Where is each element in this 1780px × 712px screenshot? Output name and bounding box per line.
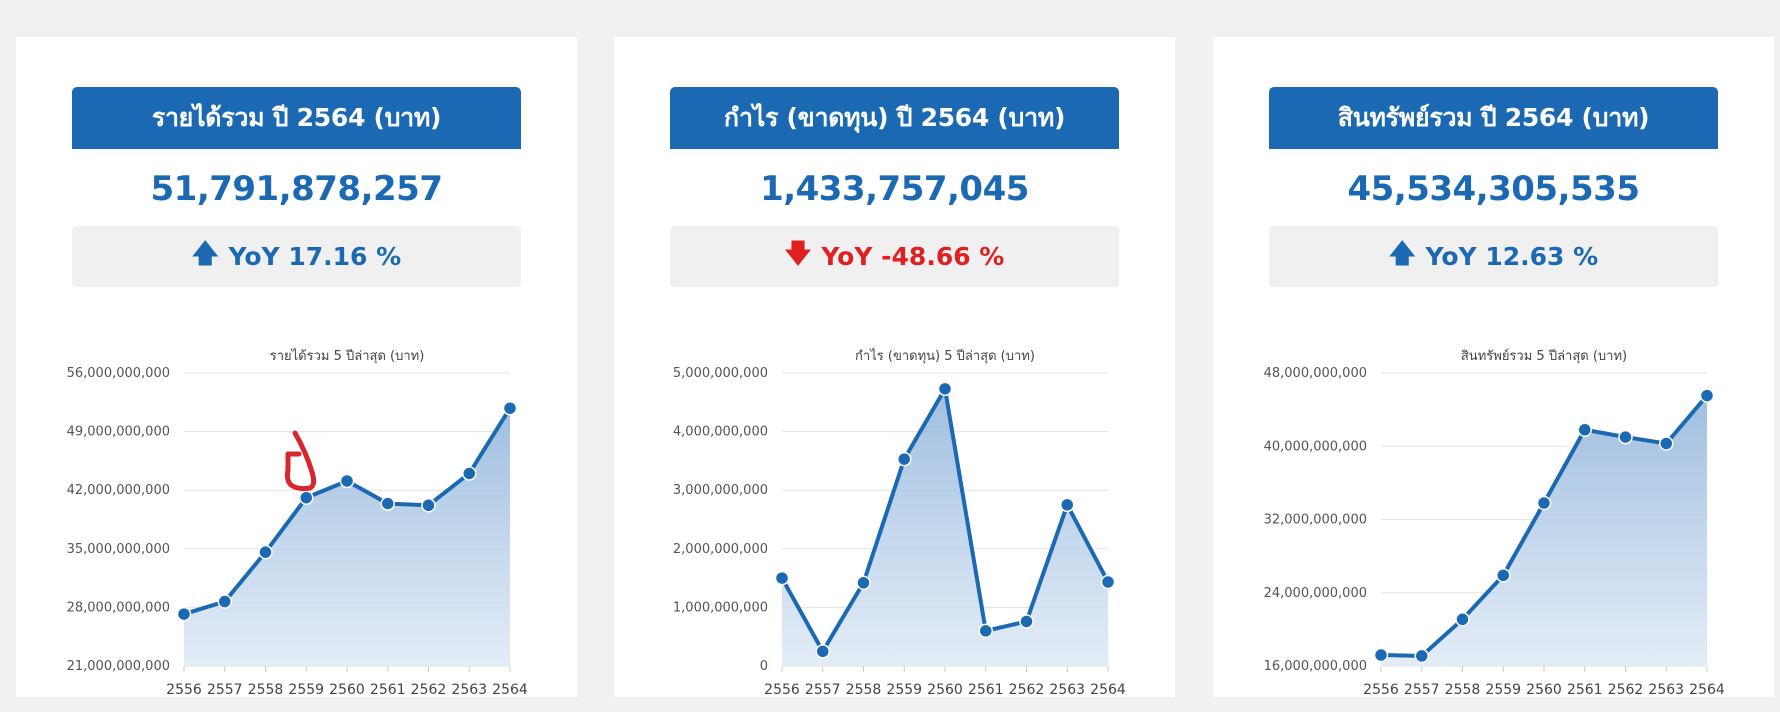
profit-card: กำไร (ขาดทุน) ปี 2564 (บาท) 1,433,757,04… xyxy=(614,37,1175,698)
data-point xyxy=(1536,495,1552,511)
handwritten-annotation xyxy=(284,430,317,492)
data-point xyxy=(1699,388,1715,403)
y-tick-label: 24,000,000,000 xyxy=(1264,586,1367,601)
y-tick-label: 28,000,000,000 xyxy=(67,600,170,615)
y-tick-label: 4,000,000,000 xyxy=(673,425,768,440)
y-tick-label: 35,000,000,000 xyxy=(67,542,170,557)
data-point xyxy=(937,381,953,397)
data-point xyxy=(897,451,912,467)
arrow-up-icon: 🡅 xyxy=(191,238,219,269)
data-point xyxy=(774,570,790,586)
card-title: กำไร (ขาดทุน) ปี 2564 (บาท) xyxy=(670,87,1119,149)
x-tick-label: 2559 xyxy=(288,682,324,698)
card-title: สินทรัพย์รวม ปี 2564 (บาท) xyxy=(1269,87,1718,149)
data-point xyxy=(462,466,477,481)
card-value: 51,791,878,257 xyxy=(150,169,443,209)
x-tick-label: 2563 xyxy=(1648,682,1684,698)
x-tick-label: 2561 xyxy=(370,682,406,698)
data-point xyxy=(380,496,395,511)
y-tick-label: 32,000,000,000 xyxy=(1264,513,1367,528)
card-value: 1,433,757,045 xyxy=(760,169,1029,209)
data-point xyxy=(299,490,314,505)
x-tick-label: 2564 xyxy=(492,682,528,698)
data-point xyxy=(339,473,355,489)
x-tick-label: 2558 xyxy=(1445,682,1481,698)
x-tick-label: 2561 xyxy=(1567,682,1603,698)
profit-chart: กำไร (ขาดทุน) 5 ปีล่าสุด (บาท) 0 1,000,000… xyxy=(673,348,1126,698)
data-point xyxy=(1577,422,1592,438)
x-tick-label: 2562 xyxy=(1608,682,1644,698)
y-tick-label: 3,000,000,000 xyxy=(673,483,768,498)
y-tick-label: 56,000,000,000 xyxy=(67,366,170,381)
data-point xyxy=(1373,647,1389,663)
data-point xyxy=(1100,574,1116,590)
area-fill xyxy=(782,388,1108,666)
y-tick-label: 48,000,000,000 xyxy=(1264,366,1367,381)
x-tick-label: 2563 xyxy=(1049,682,1085,698)
x-tick-label: 2556 xyxy=(166,682,202,698)
x-tick-label: 2560 xyxy=(1526,682,1562,698)
y-tick-label: 2,000,000,000 xyxy=(673,542,768,557)
x-tick-label: 2561 xyxy=(968,682,1004,698)
data-point xyxy=(1414,648,1429,664)
data-point xyxy=(815,644,830,659)
yoy-text: YoY 17.16 % xyxy=(228,242,402,271)
x-tick-label: 2558 xyxy=(248,682,284,698)
y-tick-label: 0 xyxy=(760,659,768,674)
x-tick-label: 2564 xyxy=(1689,682,1725,698)
y-tick-label: 49,000,000,000 xyxy=(67,425,170,440)
data-point xyxy=(856,575,871,591)
yoy-badge: 🡅 YoY 17.16 % xyxy=(72,226,521,287)
x-tick-label: 2560 xyxy=(329,682,365,698)
chart-title: กำไร (ขาดทุน) 5 ปีล่าสุด (บาท) xyxy=(855,348,1035,364)
data-point xyxy=(217,594,232,609)
x-tick-label: 2556 xyxy=(1363,682,1399,698)
x-tick-label: 2557 xyxy=(805,682,841,698)
arrow-down-icon: 🡇 xyxy=(784,238,812,269)
yoy-badge: 🡅 YoY 12.63 % xyxy=(1269,226,1718,287)
x-tick-label: 2558 xyxy=(846,682,882,698)
x-tick-label: 2562 xyxy=(411,682,447,698)
x-tick-label: 2559 xyxy=(886,682,922,698)
x-tick-label: 2557 xyxy=(207,682,243,698)
arrow-up-icon: 🡅 xyxy=(1388,238,1416,269)
y-tick-label: 21,000,000,000 xyxy=(67,659,170,674)
data-point xyxy=(502,400,518,416)
revenue-card: รายได้รวม ปี 2564 (บาท) 51,791,878,257 🡅… xyxy=(16,37,577,698)
x-tick-label: 2560 xyxy=(927,682,963,698)
y-tick-label: 42,000,000,000 xyxy=(67,483,170,498)
x-tick-label: 2559 xyxy=(1485,682,1521,698)
chart-title: สินทรัพย์รวม 5 ปีล่าสุด (บาท) xyxy=(1461,348,1627,364)
y-tick-label: 40,000,000,000 xyxy=(1264,439,1367,454)
chart-title: รายได้รวม 5 ปีล่าสุด (บาท) xyxy=(270,348,425,364)
data-point xyxy=(1060,497,1075,513)
data-point xyxy=(258,544,273,560)
y-tick-label: 5,000,000,000 xyxy=(673,366,768,381)
assets-chart: สินทรัพย์รวม 5 ปีล่าสุด (บาท) 16,000,000,… xyxy=(1264,348,1725,698)
y-tick-label: 1,000,000,000 xyxy=(673,600,768,615)
x-tick-label: 2563 xyxy=(451,682,487,698)
x-tick-label: 2557 xyxy=(1404,682,1440,698)
area-fill xyxy=(1381,395,1707,666)
yoy-text: YoY -48.66 % xyxy=(821,242,1005,271)
area-fill xyxy=(184,408,510,666)
card-title: รายได้รวม ปี 2564 (บาท) xyxy=(72,87,521,149)
assets-card: สินทรัพย์รวม ปี 2564 (บาท) 45,534,305,53… xyxy=(1213,37,1774,698)
data-point xyxy=(421,498,436,513)
x-tick-label: 2556 xyxy=(764,682,800,698)
data-point xyxy=(1496,568,1511,583)
revenue-chart: รายได้รวม 5 ปีล่าสุด (บาท) 21,000,000,000… xyxy=(67,348,528,698)
data-point xyxy=(1618,429,1633,445)
x-tick-label: 2564 xyxy=(1090,682,1126,698)
x-tick-label: 2562 xyxy=(1009,682,1045,698)
data-point xyxy=(176,606,192,622)
data-point xyxy=(978,623,993,639)
data-point xyxy=(1659,436,1674,451)
card-value: 45,534,305,535 xyxy=(1347,169,1640,209)
data-point xyxy=(1455,612,1470,627)
yoy-text: YoY 12.63 % xyxy=(1425,242,1599,271)
yoy-badge: 🡇 YoY -48.66 % xyxy=(670,226,1119,287)
data-point xyxy=(1019,614,1034,629)
y-tick-label: 16,000,000,000 xyxy=(1264,659,1367,674)
